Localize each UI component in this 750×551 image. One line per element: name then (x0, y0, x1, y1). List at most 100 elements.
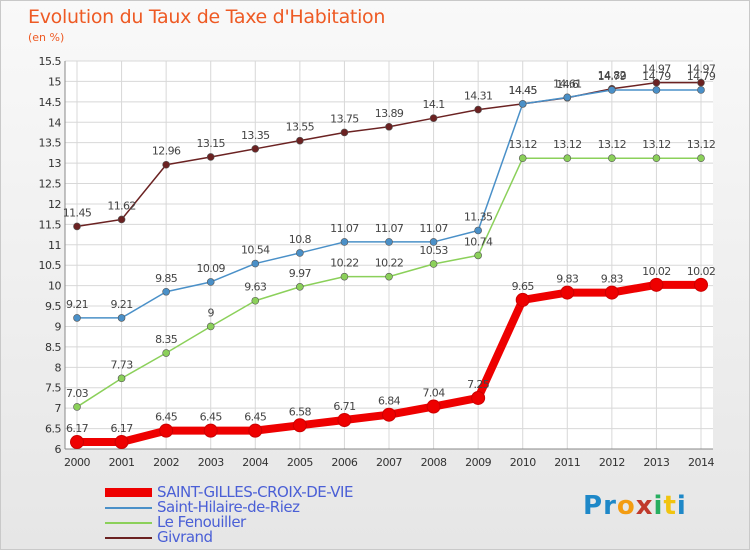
data-point (251, 145, 260, 153)
data-point (162, 160, 170, 169)
legend-label-givrand: Givrand (157, 528, 213, 546)
logo-letter: i (676, 491, 687, 521)
data-point (471, 390, 486, 405)
data-point (429, 260, 438, 268)
data-label: 14.82 (598, 69, 627, 82)
data-label: 11.07 (419, 222, 448, 235)
data-label: 11.45 (63, 206, 92, 219)
data-label: 10.22 (330, 257, 359, 270)
data-label: 11.62 (107, 199, 136, 212)
data-point (114, 435, 129, 450)
y-tick-label: 10.5 (39, 259, 62, 272)
data-label: 13.12 (598, 138, 627, 151)
data-label: 13.89 (375, 107, 404, 120)
y-tick-label: 15.5 (39, 55, 62, 68)
data-label: 13.75 (330, 112, 359, 125)
y-tick-label: 10 (48, 280, 61, 293)
x-tick-label: 2009 (465, 456, 491, 469)
data-point (337, 413, 352, 428)
data-point (73, 222, 81, 231)
data-point (608, 86, 616, 94)
y-tick-label: 11.5 (39, 218, 62, 231)
data-label: 10.54 (241, 244, 270, 257)
y-tick-label: 7.5 (45, 382, 61, 395)
data-label: 13.12 (553, 138, 582, 151)
x-tick-label: 2006 (331, 456, 357, 469)
data-point (206, 322, 215, 331)
data-label: 12.96 (152, 145, 181, 158)
data-point (340, 272, 349, 281)
data-point (206, 153, 215, 161)
logo-letter: o (616, 491, 636, 521)
data-label: 9.65 (512, 280, 535, 293)
data-label: 9.85 (155, 272, 178, 285)
data-label: 9.21 (66, 298, 88, 311)
data-point (117, 314, 126, 322)
x-tick-label: 2011 (554, 456, 580, 469)
data-point (474, 105, 482, 114)
legend-item-saint-gilles: SAINT-GILLES-CROIX-DE-VIE (105, 485, 353, 500)
y-tick-label: 9 (55, 320, 62, 333)
data-label: 10.02 (642, 265, 671, 278)
data-label: 6.58 (289, 405, 312, 418)
data-point (694, 277, 708, 292)
data-point (563, 154, 572, 163)
data-point (697, 78, 705, 87)
data-label: 14.61 (553, 77, 582, 90)
logo-letter: P (583, 491, 604, 521)
data-label: 14.79 (598, 70, 627, 83)
x-tick-label: 2003 (198, 456, 224, 469)
data-label: 13.15 (196, 137, 225, 150)
legend-item-givrand: Givrand (105, 530, 353, 545)
data-label: 13.12 (687, 138, 716, 151)
data-point (652, 78, 661, 87)
data-point (649, 277, 664, 292)
x-tick-label: 2001 (109, 456, 135, 469)
data-point (426, 399, 441, 414)
legend-label-le-fenouiller: Le Fenouiller (157, 513, 246, 531)
x-tick-label: 2010 (510, 456, 536, 469)
data-point (296, 283, 304, 291)
data-point (117, 374, 126, 383)
data-label: 6.45 (244, 411, 267, 424)
data-point (385, 238, 393, 246)
y-tick-label: 13.5 (39, 137, 62, 150)
data-label: 13.12 (642, 138, 671, 151)
data-label: 6.84 (378, 395, 401, 408)
data-point (340, 128, 349, 137)
data-label: 9.63 (244, 281, 267, 294)
data-point (560, 285, 575, 300)
x-tick-label: 2004 (242, 456, 268, 469)
data-point (159, 423, 174, 438)
data-label: 6.71 (333, 400, 355, 413)
data-point (206, 278, 215, 286)
x-tick-label: 2005 (287, 456, 313, 469)
y-tick-label: 14.5 (39, 96, 62, 109)
y-tick-label: 13 (48, 157, 61, 170)
legend-label-saint-gilles: SAINT-GILLES-CROIX-DE-VIE (157, 483, 353, 501)
x-tick-label: 2000 (64, 456, 90, 469)
data-point (162, 349, 170, 357)
data-point (429, 238, 438, 246)
data-point (73, 403, 81, 411)
data-point (292, 418, 307, 433)
data-label: 10.09 (196, 262, 225, 275)
data-point (474, 226, 482, 235)
data-label: 11.35 (464, 210, 493, 223)
x-tick-label: 2012 (599, 456, 625, 469)
data-point (73, 314, 81, 322)
data-label: 14.79 (642, 70, 671, 83)
x-tick-label: 2002 (153, 456, 179, 469)
logo-letter: x (635, 491, 654, 521)
y-tick-label: 11 (48, 239, 61, 252)
y-tick-label: 8 (55, 361, 62, 374)
data-point (518, 100, 527, 108)
logo-letter: r (603, 491, 617, 521)
data-point (604, 285, 619, 300)
data-point (697, 154, 705, 163)
data-point (251, 259, 260, 268)
data-label: 14.31 (464, 90, 493, 103)
data-label: 14.97 (642, 63, 671, 76)
data-label: 6.17 (111, 422, 134, 435)
